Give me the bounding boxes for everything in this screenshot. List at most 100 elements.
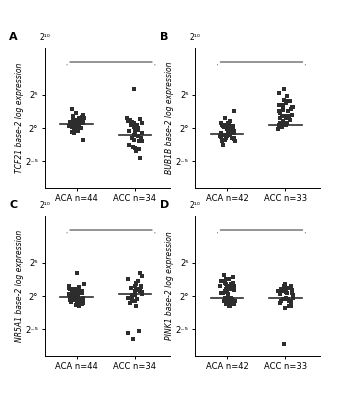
- Point: [131, 124, 137, 130]
- Point: [220, 142, 225, 148]
- Point: [73, 302, 79, 308]
- Point: [284, 93, 290, 99]
- Point: [128, 122, 134, 128]
- Point: [125, 330, 131, 336]
- Point: [74, 288, 80, 294]
- Point: [133, 288, 138, 294]
- Point: [72, 288, 77, 294]
- Text: C: C: [9, 200, 17, 210]
- Point: [139, 273, 145, 279]
- Point: [78, 125, 84, 131]
- Point: [226, 303, 232, 309]
- Text: 2¹⁰: 2¹⁰: [40, 202, 50, 210]
- Point: [227, 118, 233, 124]
- Point: [290, 104, 295, 110]
- Point: [76, 284, 82, 290]
- Point: [126, 118, 132, 124]
- Point: [73, 127, 79, 133]
- Point: [68, 122, 74, 128]
- Point: [134, 148, 139, 154]
- Point: [232, 298, 237, 304]
- Text: B: B: [160, 32, 168, 42]
- Point: [77, 120, 83, 126]
- Point: [231, 128, 236, 134]
- Point: [76, 120, 82, 126]
- Point: [134, 122, 140, 128]
- Point: [279, 298, 284, 304]
- Point: [69, 290, 75, 296]
- Point: [135, 127, 141, 133]
- Point: [285, 296, 291, 302]
- Point: [74, 124, 79, 130]
- Point: [139, 291, 145, 297]
- Point: [137, 328, 142, 334]
- Point: [131, 298, 136, 304]
- Point: [125, 115, 130, 121]
- Point: [67, 283, 72, 289]
- Point: [125, 276, 131, 282]
- Point: [289, 290, 295, 296]
- Point: [283, 295, 289, 301]
- Point: [132, 130, 138, 136]
- Point: [80, 300, 86, 306]
- Point: [289, 290, 295, 296]
- Point: [220, 122, 225, 128]
- Point: [286, 113, 292, 119]
- Point: [225, 133, 230, 139]
- Point: [73, 110, 78, 116]
- Point: [138, 283, 144, 289]
- Point: [135, 125, 141, 131]
- Point: [221, 124, 227, 130]
- Point: [281, 102, 286, 108]
- Point: [132, 298, 137, 304]
- Point: [219, 132, 225, 138]
- Point: [285, 285, 290, 291]
- Point: [133, 303, 139, 309]
- Point: [286, 98, 291, 104]
- Point: [279, 286, 284, 292]
- Point: [131, 336, 136, 342]
- Point: [132, 283, 138, 289]
- Point: [222, 122, 228, 128]
- Point: [80, 137, 86, 143]
- Point: [129, 293, 135, 299]
- Point: [227, 127, 233, 133]
- Point: [78, 118, 84, 124]
- Point: [229, 135, 235, 141]
- Point: [138, 284, 143, 290]
- Point: [277, 291, 282, 297]
- Point: [224, 285, 230, 291]
- Point: [282, 86, 287, 92]
- Point: [129, 135, 135, 141]
- Point: [289, 112, 295, 118]
- Point: [135, 286, 141, 292]
- Point: [80, 295, 86, 301]
- Point: [225, 120, 231, 126]
- Point: [126, 142, 132, 148]
- Point: [225, 122, 231, 128]
- Point: [230, 280, 236, 286]
- Point: [80, 298, 85, 304]
- Point: [75, 128, 81, 134]
- Point: [70, 296, 76, 302]
- Point: [224, 300, 230, 306]
- Point: [222, 137, 228, 143]
- Point: [132, 292, 138, 298]
- Point: [229, 124, 234, 130]
- Point: [67, 292, 72, 298]
- Point: [289, 104, 295, 110]
- Point: [232, 136, 237, 142]
- Point: [72, 130, 77, 136]
- Point: [127, 117, 133, 123]
- Point: [230, 274, 236, 280]
- Point: [276, 288, 281, 294]
- Point: [70, 118, 76, 124]
- Point: [70, 116, 76, 122]
- Point: [75, 298, 81, 304]
- Point: [283, 286, 289, 292]
- Point: [223, 301, 229, 307]
- Point: [277, 300, 283, 306]
- Point: [231, 301, 237, 307]
- Point: [74, 126, 79, 132]
- Point: [284, 290, 290, 296]
